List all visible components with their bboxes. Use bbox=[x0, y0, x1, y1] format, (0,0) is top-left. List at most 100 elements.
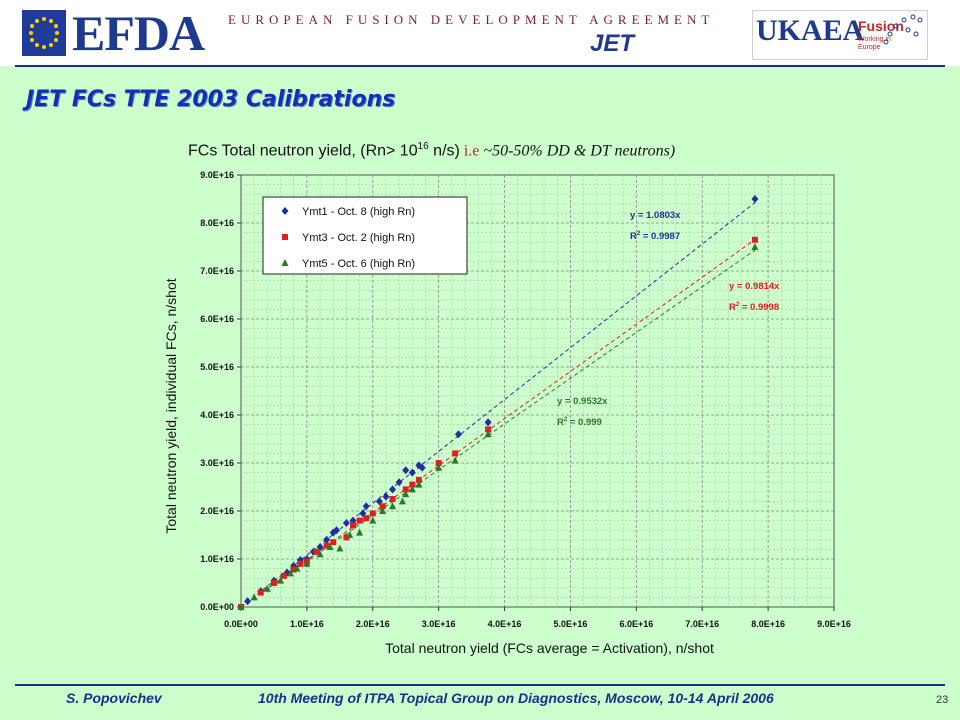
fit-r2-1: R2 = 0.9987 bbox=[630, 231, 680, 242]
fit-equation-2: y = 0.9814x bbox=[729, 281, 780, 292]
data-point-series-3 bbox=[263, 584, 271, 592]
footer-meeting: 10th Meeting of ITPA Topical Group on Di… bbox=[258, 690, 774, 706]
x-tick-label: 7.0E+16 bbox=[685, 619, 719, 629]
data-point-series-2 bbox=[751, 236, 758, 243]
x-tick-label: 5.0E+16 bbox=[554, 619, 588, 629]
data-point-series-3 bbox=[415, 480, 423, 488]
data-point-series-2 bbox=[280, 572, 287, 579]
jet-logo: JET bbox=[590, 30, 635, 57]
data-point-series-2 bbox=[297, 560, 304, 567]
header-divider bbox=[15, 65, 945, 67]
data-point-series-1 bbox=[362, 502, 370, 511]
data-point-series-2 bbox=[323, 542, 330, 549]
data-point-series-1 bbox=[454, 430, 462, 439]
eu-flag-icon bbox=[22, 10, 66, 56]
x-tick-label: 0.0E+00 bbox=[224, 619, 258, 629]
legend-label-1: Ymt1 - Oct. 8 (high Rn) bbox=[302, 206, 415, 218]
chart-heading: FCs Total neutron yield, (Rn> 1016 n/s) … bbox=[188, 141, 675, 160]
data-point-series-2 bbox=[363, 515, 370, 522]
fit-r2-value: = 0.999 bbox=[567, 417, 602, 428]
data-point-series-1 bbox=[244, 597, 252, 606]
data-point-series-3 bbox=[277, 576, 285, 584]
data-point-series-2 bbox=[356, 517, 363, 524]
y-tick-label: 6.0E+16 bbox=[200, 314, 234, 324]
data-point-series-3 bbox=[326, 543, 334, 550]
legend-marker-3 bbox=[281, 259, 289, 266]
data-point-series-2 bbox=[379, 503, 386, 510]
fit-r2-value: = 0.9998 bbox=[739, 302, 779, 313]
data-point-series-1 bbox=[418, 463, 426, 472]
legend-label-2: Ymt3 - Oct. 2 (high Rn) bbox=[302, 232, 415, 244]
y-tick-label: 0.0E+00 bbox=[200, 602, 234, 612]
data-point-series-1 bbox=[484, 418, 492, 427]
data-point-series-2 bbox=[313, 548, 320, 555]
data-point-series-2 bbox=[402, 486, 409, 493]
chart-heading-main: FCs Total neutron yield, (Rn> 10 bbox=[188, 142, 418, 160]
data-point-series-2 bbox=[435, 460, 442, 466]
y-tick-label: 1.0E+16 bbox=[200, 554, 234, 564]
data-point-series-2 bbox=[485, 426, 492, 433]
x-tick-label: 4.0E+16 bbox=[488, 619, 522, 629]
fusion-logo: Fusion bbox=[858, 18, 904, 34]
fit-r2-superscript: 2 bbox=[637, 231, 641, 237]
data-point-series-1 bbox=[342, 519, 350, 527]
x-tick-label: 2.0E+16 bbox=[356, 619, 390, 629]
legend-marker-2 bbox=[282, 234, 288, 240]
data-point-series-3 bbox=[435, 463, 443, 471]
data-point-series-3 bbox=[237, 603, 245, 610]
data-point-series-2 bbox=[452, 450, 459, 457]
data-point-series-3 bbox=[408, 485, 416, 493]
efda-logo: EFDA bbox=[72, 5, 205, 61]
y-tick-label: 3.0E+16 bbox=[200, 458, 234, 468]
y-tick-label: 5.0E+16 bbox=[200, 362, 234, 372]
legend-marker-1 bbox=[281, 207, 289, 215]
fit-equation-1: y = 1.0803x bbox=[630, 210, 681, 221]
y-tick-label: 2.0E+16 bbox=[200, 506, 234, 516]
fit-r2-2: R2 = 0.9998 bbox=[729, 302, 779, 313]
chart-heading-unit: n/s) bbox=[428, 142, 460, 160]
data-point-series-1 bbox=[389, 485, 397, 494]
data-point-series-3 bbox=[303, 559, 311, 567]
slide-title: JET FCs TTE 2003 Calibrations bbox=[26, 87, 396, 112]
data-point-series-1 bbox=[382, 492, 390, 501]
data-point-series-1 bbox=[402, 466, 410, 475]
data-point-series-3 bbox=[389, 502, 397, 510]
data-point-series-3 bbox=[336, 544, 344, 552]
x-tick-label: 3.0E+16 bbox=[422, 619, 456, 629]
footer-author: S. Popovichev bbox=[66, 690, 162, 706]
y-tick-label: 4.0E+16 bbox=[200, 410, 234, 420]
data-point-series-2 bbox=[343, 534, 350, 541]
data-point-series-3 bbox=[316, 550, 324, 558]
data-point-series-2 bbox=[290, 566, 297, 573]
data-point-series-3 bbox=[293, 564, 301, 572]
data-point-series-2 bbox=[270, 580, 277, 586]
data-point-series-3 bbox=[451, 456, 459, 464]
fit-equation-3: y = 0.9532x bbox=[557, 396, 608, 407]
y-axis-label: Total neutron yield, individual FCs, n/s… bbox=[163, 278, 179, 533]
fit-line-3 bbox=[240, 249, 756, 608]
page-number: 23 bbox=[936, 694, 949, 706]
chart-heading-ie: i.e bbox=[459, 142, 480, 160]
data-point-series-1 bbox=[751, 195, 759, 203]
data-point-series-2 bbox=[389, 496, 396, 502]
data-point-series-3 bbox=[286, 569, 294, 577]
data-point-series-2 bbox=[257, 589, 264, 596]
data-point-series-3 bbox=[346, 531, 354, 538]
fit-r2-superscript: 2 bbox=[736, 302, 740, 308]
data-point-series-3 bbox=[402, 490, 410, 498]
x-tick-label: 6.0E+16 bbox=[619, 619, 653, 629]
x-tick-label: 9.0E+16 bbox=[817, 619, 851, 629]
ukaea-logo-box bbox=[752, 10, 928, 60]
data-point-series-2 bbox=[409, 481, 416, 488]
data-point-series-2 bbox=[350, 522, 357, 529]
x-tick-label: 8.0E+16 bbox=[751, 619, 785, 629]
data-point-series-1 bbox=[395, 478, 403, 487]
fit-r2-superscript: 2 bbox=[564, 417, 568, 423]
data-point-series-3 bbox=[751, 243, 759, 250]
data-point-series-1 bbox=[323, 535, 331, 544]
data-point-series-3 bbox=[398, 497, 406, 505]
footer-divider bbox=[15, 684, 945, 686]
chart-heading-detail: ~50-50% DD & DT neutrons) bbox=[479, 142, 676, 160]
y-tick-label: 7.0E+16 bbox=[200, 266, 234, 276]
